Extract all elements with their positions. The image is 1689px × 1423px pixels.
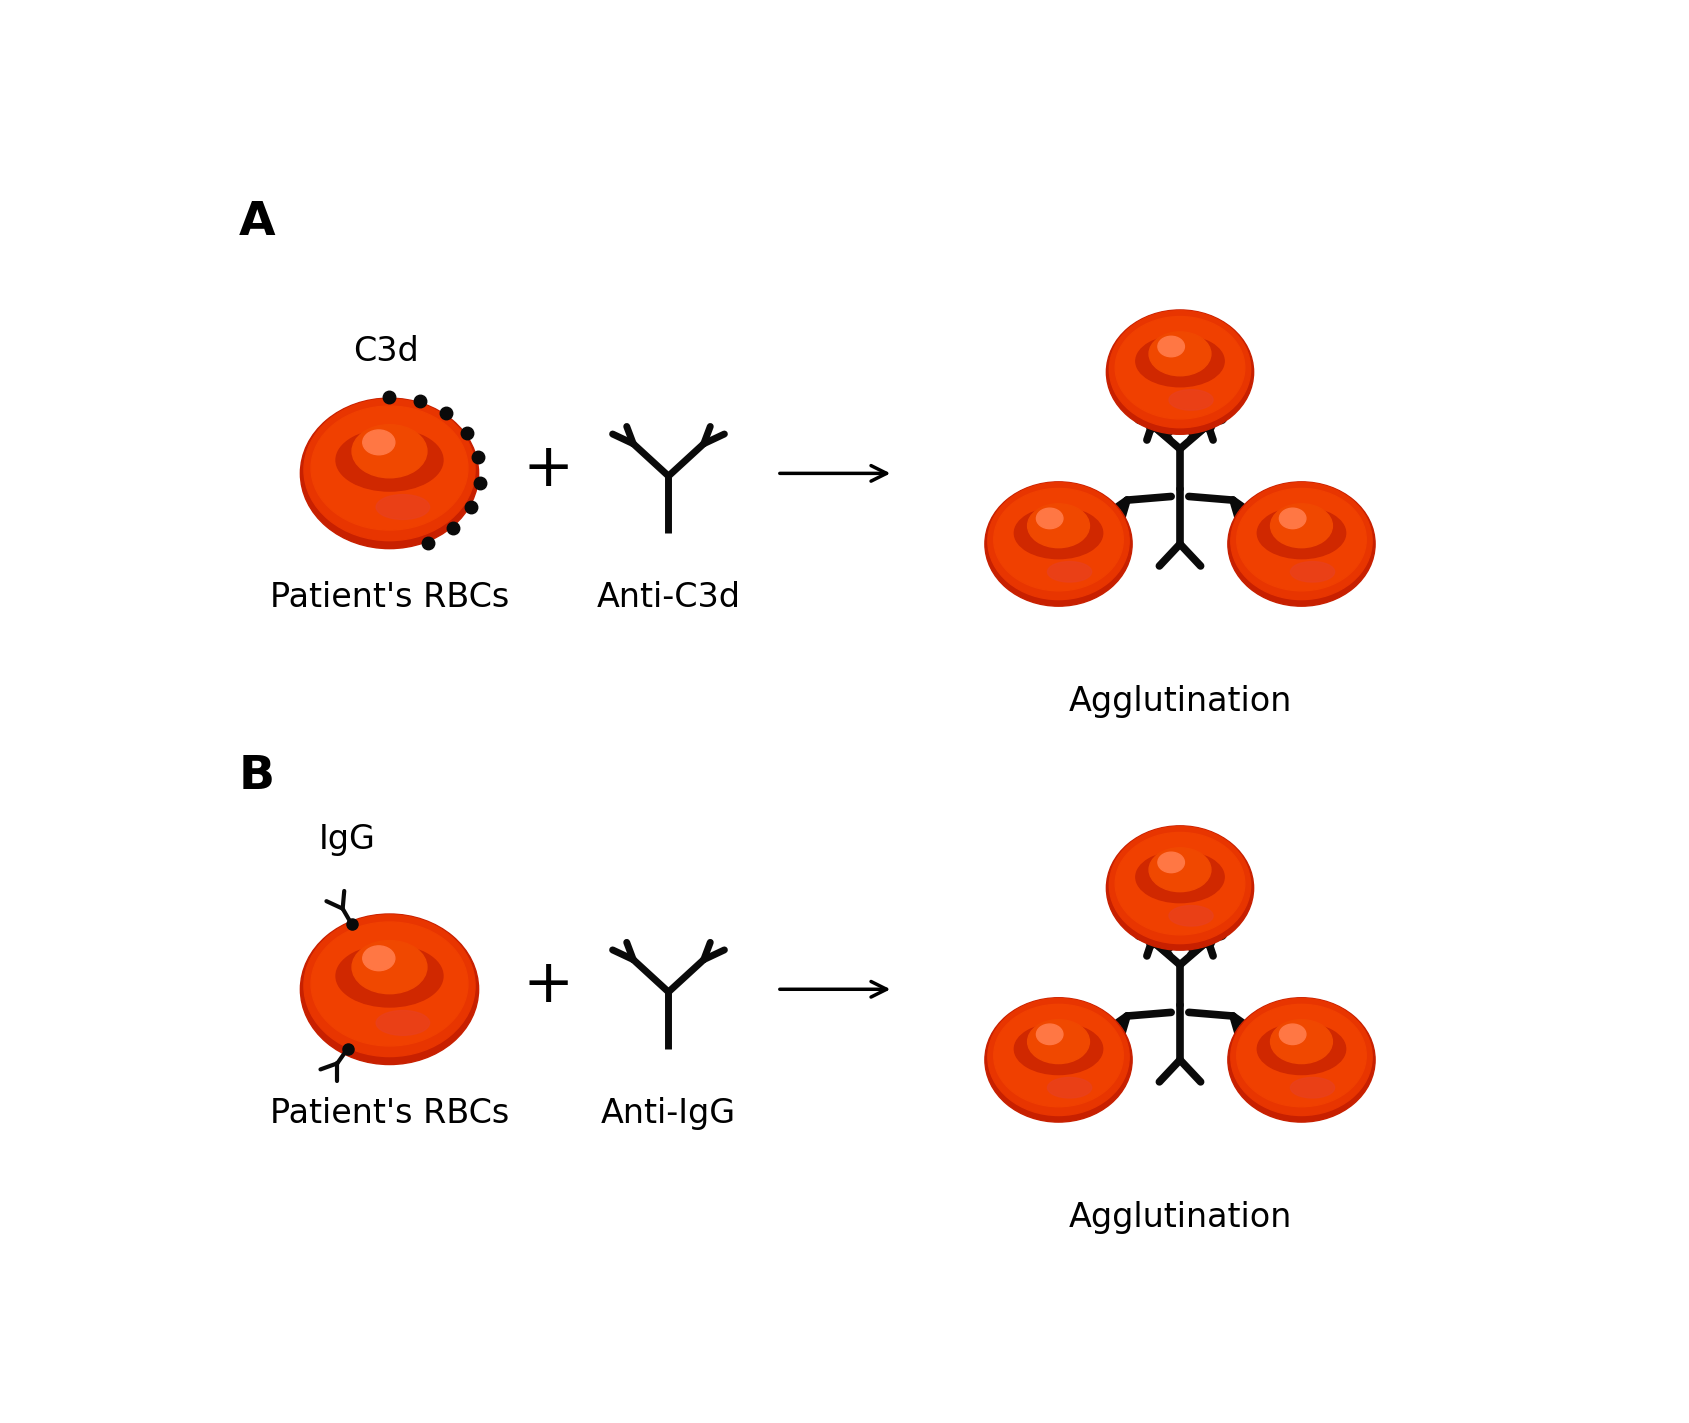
Ellipse shape <box>1157 852 1184 872</box>
Ellipse shape <box>311 922 468 1046</box>
Text: A: A <box>238 201 275 245</box>
Ellipse shape <box>304 915 475 1056</box>
Ellipse shape <box>377 495 429 519</box>
Ellipse shape <box>377 1010 429 1036</box>
Ellipse shape <box>988 482 1128 599</box>
Text: Anti-C3d: Anti-C3d <box>596 581 740 615</box>
Ellipse shape <box>1290 562 1334 582</box>
Ellipse shape <box>993 1005 1123 1107</box>
Ellipse shape <box>988 999 1128 1116</box>
Ellipse shape <box>351 941 427 993</box>
Ellipse shape <box>1236 1005 1365 1107</box>
Ellipse shape <box>1135 336 1223 387</box>
Ellipse shape <box>1027 1020 1089 1063</box>
Ellipse shape <box>1270 504 1331 548</box>
Ellipse shape <box>311 406 468 529</box>
Ellipse shape <box>1135 851 1223 902</box>
Ellipse shape <box>1013 508 1101 559</box>
Ellipse shape <box>1228 998 1375 1123</box>
Ellipse shape <box>301 398 478 549</box>
Ellipse shape <box>1149 332 1211 376</box>
Ellipse shape <box>985 998 1132 1123</box>
Ellipse shape <box>1270 1020 1331 1063</box>
Ellipse shape <box>1047 1077 1091 1099</box>
Text: Agglutination: Agglutination <box>1067 684 1290 719</box>
Ellipse shape <box>1108 827 1250 943</box>
Ellipse shape <box>1115 832 1245 935</box>
Ellipse shape <box>1279 508 1306 529</box>
Ellipse shape <box>985 482 1132 606</box>
Text: C3d: C3d <box>353 334 419 369</box>
Text: B: B <box>238 754 274 800</box>
Ellipse shape <box>363 430 395 455</box>
Ellipse shape <box>1149 848 1211 892</box>
Ellipse shape <box>301 914 478 1064</box>
Ellipse shape <box>351 424 427 478</box>
Ellipse shape <box>1230 999 1371 1116</box>
Ellipse shape <box>1169 905 1213 926</box>
Ellipse shape <box>1027 504 1089 548</box>
Text: Anti-IgG: Anti-IgG <box>601 1097 736 1130</box>
Ellipse shape <box>1035 508 1062 529</box>
Ellipse shape <box>336 430 443 491</box>
Ellipse shape <box>1035 1025 1062 1044</box>
Text: Patient's RBCs: Patient's RBCs <box>270 1097 508 1130</box>
Ellipse shape <box>1279 1025 1306 1044</box>
Text: Agglutination: Agglutination <box>1067 1201 1290 1234</box>
Ellipse shape <box>1230 482 1371 599</box>
Ellipse shape <box>1106 825 1253 951</box>
Ellipse shape <box>1115 316 1245 418</box>
Ellipse shape <box>304 398 475 541</box>
Ellipse shape <box>336 945 443 1007</box>
Text: +: + <box>522 440 574 499</box>
Ellipse shape <box>1228 482 1375 606</box>
Ellipse shape <box>1106 310 1253 434</box>
Ellipse shape <box>1157 336 1184 357</box>
Ellipse shape <box>1047 562 1091 582</box>
Text: IgG: IgG <box>318 822 375 857</box>
Ellipse shape <box>1290 1077 1334 1099</box>
Ellipse shape <box>1257 1023 1344 1074</box>
Ellipse shape <box>1169 390 1213 410</box>
Ellipse shape <box>1108 310 1250 428</box>
Ellipse shape <box>993 488 1123 591</box>
Ellipse shape <box>1257 508 1344 559</box>
Text: Patient's RBCs: Patient's RBCs <box>270 581 508 615</box>
Ellipse shape <box>1013 1023 1101 1074</box>
Text: +: + <box>522 956 574 1015</box>
Ellipse shape <box>363 946 395 970</box>
Ellipse shape <box>1236 488 1365 591</box>
